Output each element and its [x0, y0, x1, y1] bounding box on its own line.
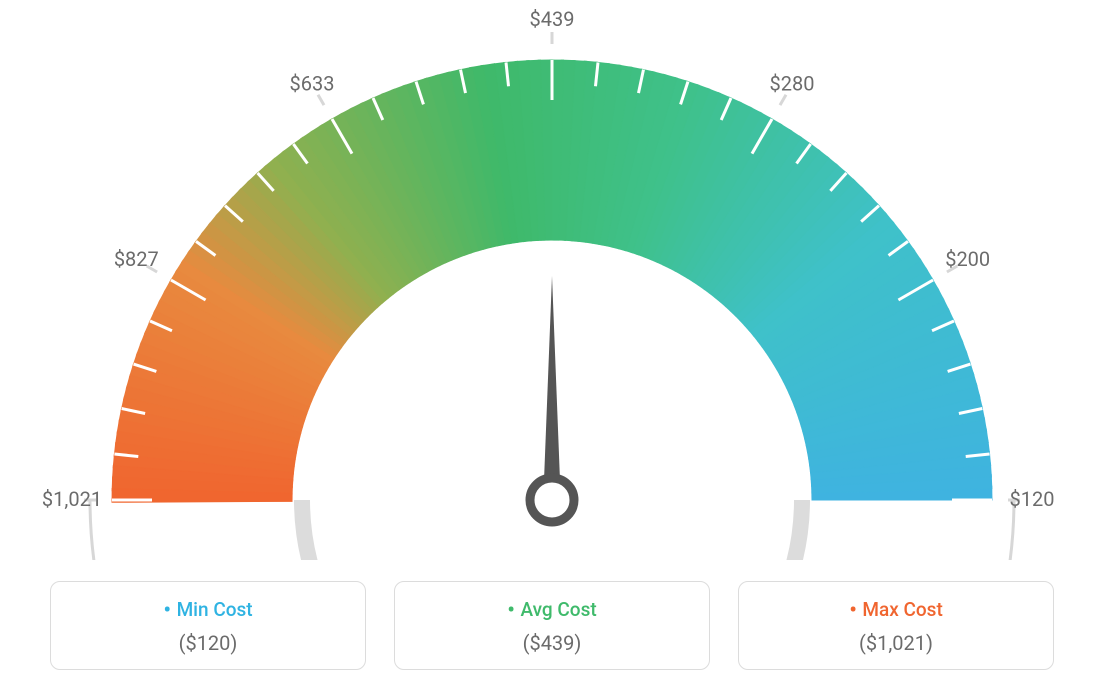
gauge-needle	[543, 276, 561, 506]
gauge-tick-label: $827	[114, 247, 159, 271]
gauge-tick-label: $439	[530, 7, 575, 31]
gauge-tick-label: $280	[770, 71, 815, 95]
legend-max-value: ($1,021)	[749, 631, 1043, 655]
legend-max: Max Cost ($1,021)	[738, 581, 1054, 670]
legend-max-label: Max Cost	[749, 598, 1043, 623]
legend-avg-label: Avg Cost	[405, 598, 699, 623]
cost-gauge: $120 $200 $280 $439 $633 $827 $1,021	[0, 0, 1104, 560]
legend-row: Min Cost ($120) Avg Cost ($439) Max Cost…	[0, 581, 1104, 670]
gauge-tick-label: $120	[1010, 487, 1055, 511]
gauge-svg: $120 $200 $280 $439 $633 $827 $1,021	[0, 0, 1104, 560]
gauge-tick-label: $633	[290, 71, 335, 95]
gauge-hub	[530, 478, 574, 522]
gauge-tick-label: $200	[945, 247, 990, 271]
gauge-tick-label: $1,021	[42, 487, 102, 511]
legend-avg-value: ($439)	[405, 631, 699, 655]
legend-min-label: Min Cost	[61, 598, 355, 623]
legend-avg: Avg Cost ($439)	[394, 581, 710, 670]
legend-min-value: ($120)	[61, 631, 355, 655]
legend-min: Min Cost ($120)	[50, 581, 366, 670]
